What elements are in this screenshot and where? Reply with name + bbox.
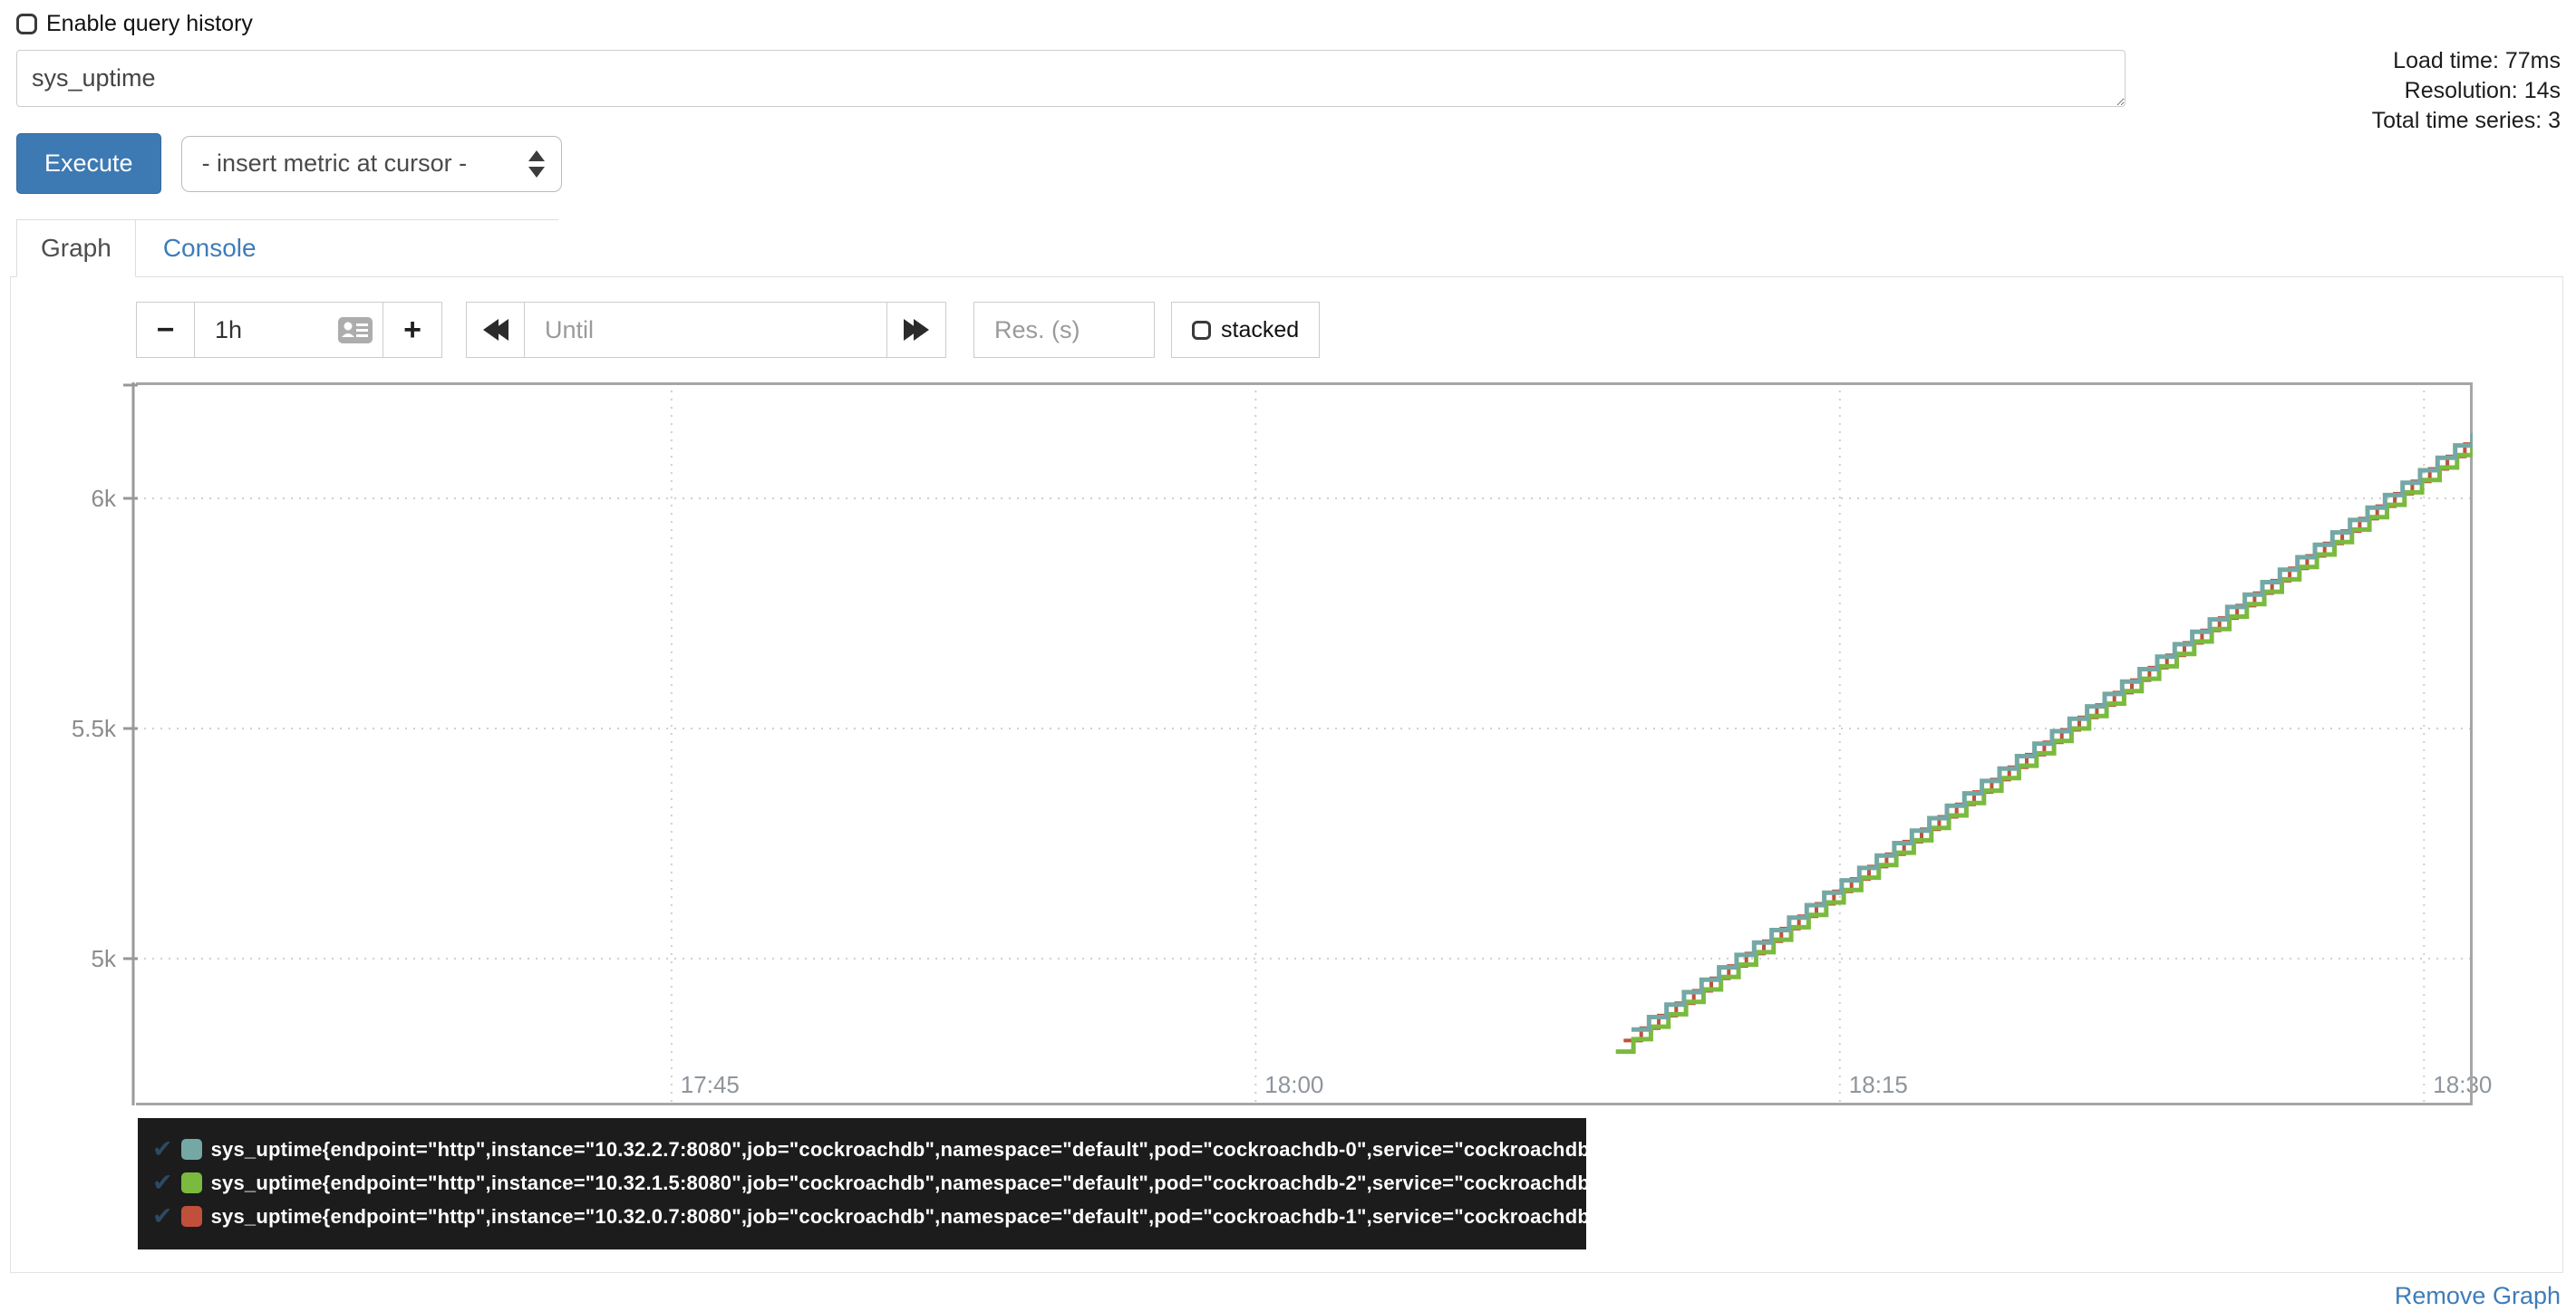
legend-item[interactable]: ✔ sys_uptime{endpoint="http",instance="10… [152, 1166, 1607, 1200]
resolution-input-box [973, 302, 1155, 358]
shift-forward-button[interactable] [887, 303, 945, 357]
execute-button[interactable]: Execute [16, 133, 161, 194]
dropdown-arrows-icon [528, 150, 545, 178]
tab-graph[interactable]: Graph [16, 219, 136, 277]
query-area: sys_uptime Load time: 77ms Resolution: 1… [16, 48, 2563, 133]
shift-back-button[interactable] [467, 303, 525, 357]
series-enabled-check-icon[interactable]: ✔ [152, 1202, 173, 1230]
chart-area: 17:45 18:00 18:15 18:30 5k 5.5k 6k [72, 382, 2492, 1105]
total-time-series: Total time series: 3 [2371, 108, 2561, 133]
date-range-picker-icon[interactable] [337, 316, 373, 351]
series-label: sys_uptime{endpoint="http",instance="10.… [210, 1171, 1608, 1194]
range-input-box [195, 303, 383, 357]
svg-text:5.5k: 5.5k [72, 715, 117, 742]
query-history-label: Enable query history [46, 11, 253, 36]
until-input[interactable] [525, 303, 886, 357]
svg-text:6k: 6k [92, 485, 117, 512]
stacked-label: stacked [1221, 316, 1300, 342]
svg-text:18:15: 18:15 [1849, 1071, 1908, 1098]
query-stats: Load time: 77ms Resolution: 14s Total ti… [2372, 46, 2561, 136]
series-enabled-check-icon[interactable]: ✔ [152, 1169, 173, 1196]
svg-text:17:45: 17:45 [681, 1071, 740, 1098]
tab-bar: Graph Console [10, 219, 2563, 277]
until-input-box [525, 303, 887, 357]
legend: ✔ sys_uptime{endpoint="http",instance="10… [138, 1118, 1607, 1249]
series-color-swatch [180, 1172, 202, 1193]
execute-row: Execute - insert metric at cursor - [16, 133, 2563, 194]
series-enabled-check-icon[interactable]: ✔ [152, 1135, 173, 1162]
stacked-toggle[interactable]: stacked [1171, 302, 1321, 358]
svg-text:18:00: 18:00 [1264, 1071, 1323, 1098]
stacked-checkbox[interactable] [1192, 320, 1211, 340]
range-zoom-out-button[interactable]: − [137, 303, 195, 357]
insert-metric-label: - insert metric at cursor - [201, 150, 468, 177]
rewind-icon [482, 319, 508, 341]
range-zoom-in-button[interactable]: + [383, 303, 441, 357]
query-history-row: Enable query history [16, 11, 2563, 37]
graph-controls: − + [136, 302, 2562, 358]
expression-input[interactable]: sys_uptime [16, 50, 2126, 107]
graph-panel: − + [10, 277, 2563, 1273]
remove-graph-link[interactable]: Remove Graph [2394, 1282, 2561, 1309]
insert-metric-dropdown[interactable]: - insert metric at cursor - [180, 135, 562, 192]
resolution-input[interactable] [974, 315, 1154, 344]
svg-text:18:30: 18:30 [2433, 1071, 2492, 1098]
tab-console[interactable]: Console [162, 233, 257, 262]
forward-icon [904, 319, 929, 341]
legend-item[interactable]: ✔ sys_uptime{endpoint="http",instance="10… [152, 1133, 1607, 1166]
load-time: Load time: 77ms [2393, 48, 2561, 73]
legend-item[interactable]: ✔ sys_uptime{endpoint="http",instance="10… [152, 1200, 1607, 1233]
series-color-swatch [180, 1206, 202, 1227]
range-control-group: − + [136, 302, 442, 358]
series-label: sys_uptime{endpoint="http",instance="10.… [210, 1137, 1608, 1161]
svg-text:5k: 5k [92, 945, 117, 972]
query-history-checkbox[interactable] [16, 14, 37, 34]
footer-row: Remove Graph [10, 1273, 2563, 1310]
series-label: sys_uptime{endpoint="http",instance="10.… [210, 1204, 1608, 1228]
series-color-swatch [180, 1139, 202, 1160]
resolution: Resolution: 14s [2404, 78, 2561, 103]
until-control-group [466, 302, 946, 358]
time-series-chart[interactable]: 17:45 18:00 18:15 18:30 5k 5.5k 6k [72, 382, 2492, 1105]
